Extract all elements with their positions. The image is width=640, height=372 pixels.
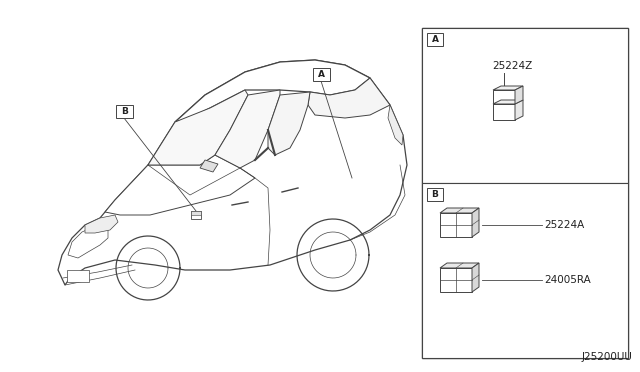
Bar <box>191 211 201 219</box>
Text: 25224A: 25224A <box>544 220 584 230</box>
Bar <box>427 188 443 201</box>
Bar <box>116 105 133 118</box>
Polygon shape <box>175 60 370 122</box>
Bar <box>440 213 472 237</box>
Polygon shape <box>515 100 523 120</box>
Bar <box>422 183 628 358</box>
Bar <box>493 104 515 120</box>
Polygon shape <box>148 90 248 165</box>
Text: J25200UU: J25200UU <box>581 352 632 362</box>
Polygon shape <box>493 100 523 104</box>
Polygon shape <box>515 86 523 104</box>
Polygon shape <box>472 208 479 237</box>
Polygon shape <box>85 215 118 233</box>
Text: A: A <box>318 70 325 79</box>
Polygon shape <box>440 263 479 268</box>
Bar <box>422 28 628 183</box>
Text: B: B <box>121 107 128 116</box>
Bar <box>427 33 443 46</box>
Bar <box>493 90 515 104</box>
Text: A: A <box>431 35 438 44</box>
Bar <box>191 211 201 215</box>
Bar <box>422 28 628 358</box>
Bar <box>67 270 89 282</box>
Polygon shape <box>68 225 108 258</box>
Polygon shape <box>308 78 390 118</box>
Polygon shape <box>440 208 479 213</box>
Polygon shape <box>388 105 403 145</box>
Bar <box>440 268 472 292</box>
Polygon shape <box>493 86 523 90</box>
Polygon shape <box>268 92 310 155</box>
Text: 25224Z: 25224Z <box>492 61 532 71</box>
Polygon shape <box>472 263 479 292</box>
Bar <box>313 68 330 81</box>
Polygon shape <box>105 155 255 215</box>
Polygon shape <box>58 60 407 285</box>
Polygon shape <box>200 160 218 172</box>
Text: 24005RA: 24005RA <box>544 275 591 285</box>
Text: B: B <box>431 190 438 199</box>
Polygon shape <box>215 90 280 168</box>
